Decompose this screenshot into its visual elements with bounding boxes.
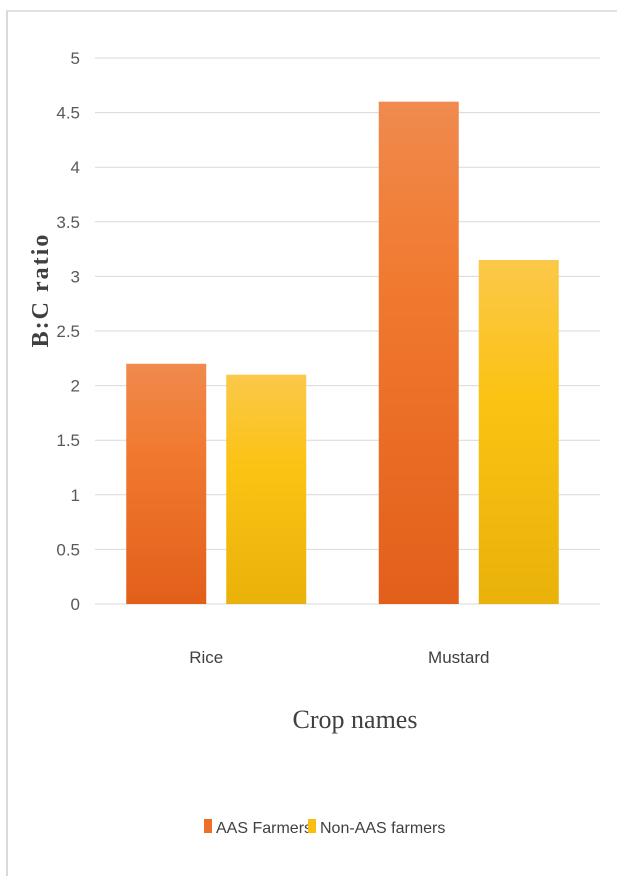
x-category-label: Mustard	[428, 648, 489, 667]
y-tick-label: 1	[71, 486, 80, 505]
x-axis-categories: Rice Mustard	[189, 648, 489, 667]
bar-mustard-non-aas-farmers	[478, 260, 559, 604]
x-axis-title: Crop names	[293, 705, 418, 734]
legend: AAS Farmers Non-AAS farmers	[204, 819, 445, 837]
y-tick-label: 2.5	[56, 322, 80, 341]
y-axis-ticks: 0 0.5 1 1.5 2 2.5 3 3.5 4 4.5 5	[56, 49, 80, 614]
bar-mustard-aas-farmers	[378, 101, 459, 605]
bar-rice-aas-farmers	[126, 363, 207, 604]
y-tick-label: 2	[71, 377, 80, 396]
legend-swatch	[308, 819, 316, 833]
y-tick-label: 1.5	[56, 431, 80, 450]
bars	[126, 101, 559, 605]
y-tick-label: 4.5	[56, 104, 80, 123]
y-tick-label: 5	[71, 49, 80, 68]
legend-label: Non-AAS farmers	[320, 820, 445, 837]
legend-label: AAS Farmers	[216, 820, 312, 837]
chart-frame	[6, 10, 617, 876]
y-tick-label: 4	[71, 158, 80, 177]
y-tick-label: 0.5	[56, 540, 80, 559]
y-axis-title: B:C ratio	[28, 233, 54, 348]
y-tick-label: 0	[71, 595, 80, 614]
y-tick-label: 3.5	[56, 213, 80, 232]
x-category-label: Rice	[189, 648, 223, 667]
y-tick-label: 3	[71, 267, 80, 286]
legend-swatch	[204, 819, 212, 833]
bar-rice-non-aas-farmers	[226, 374, 307, 604]
